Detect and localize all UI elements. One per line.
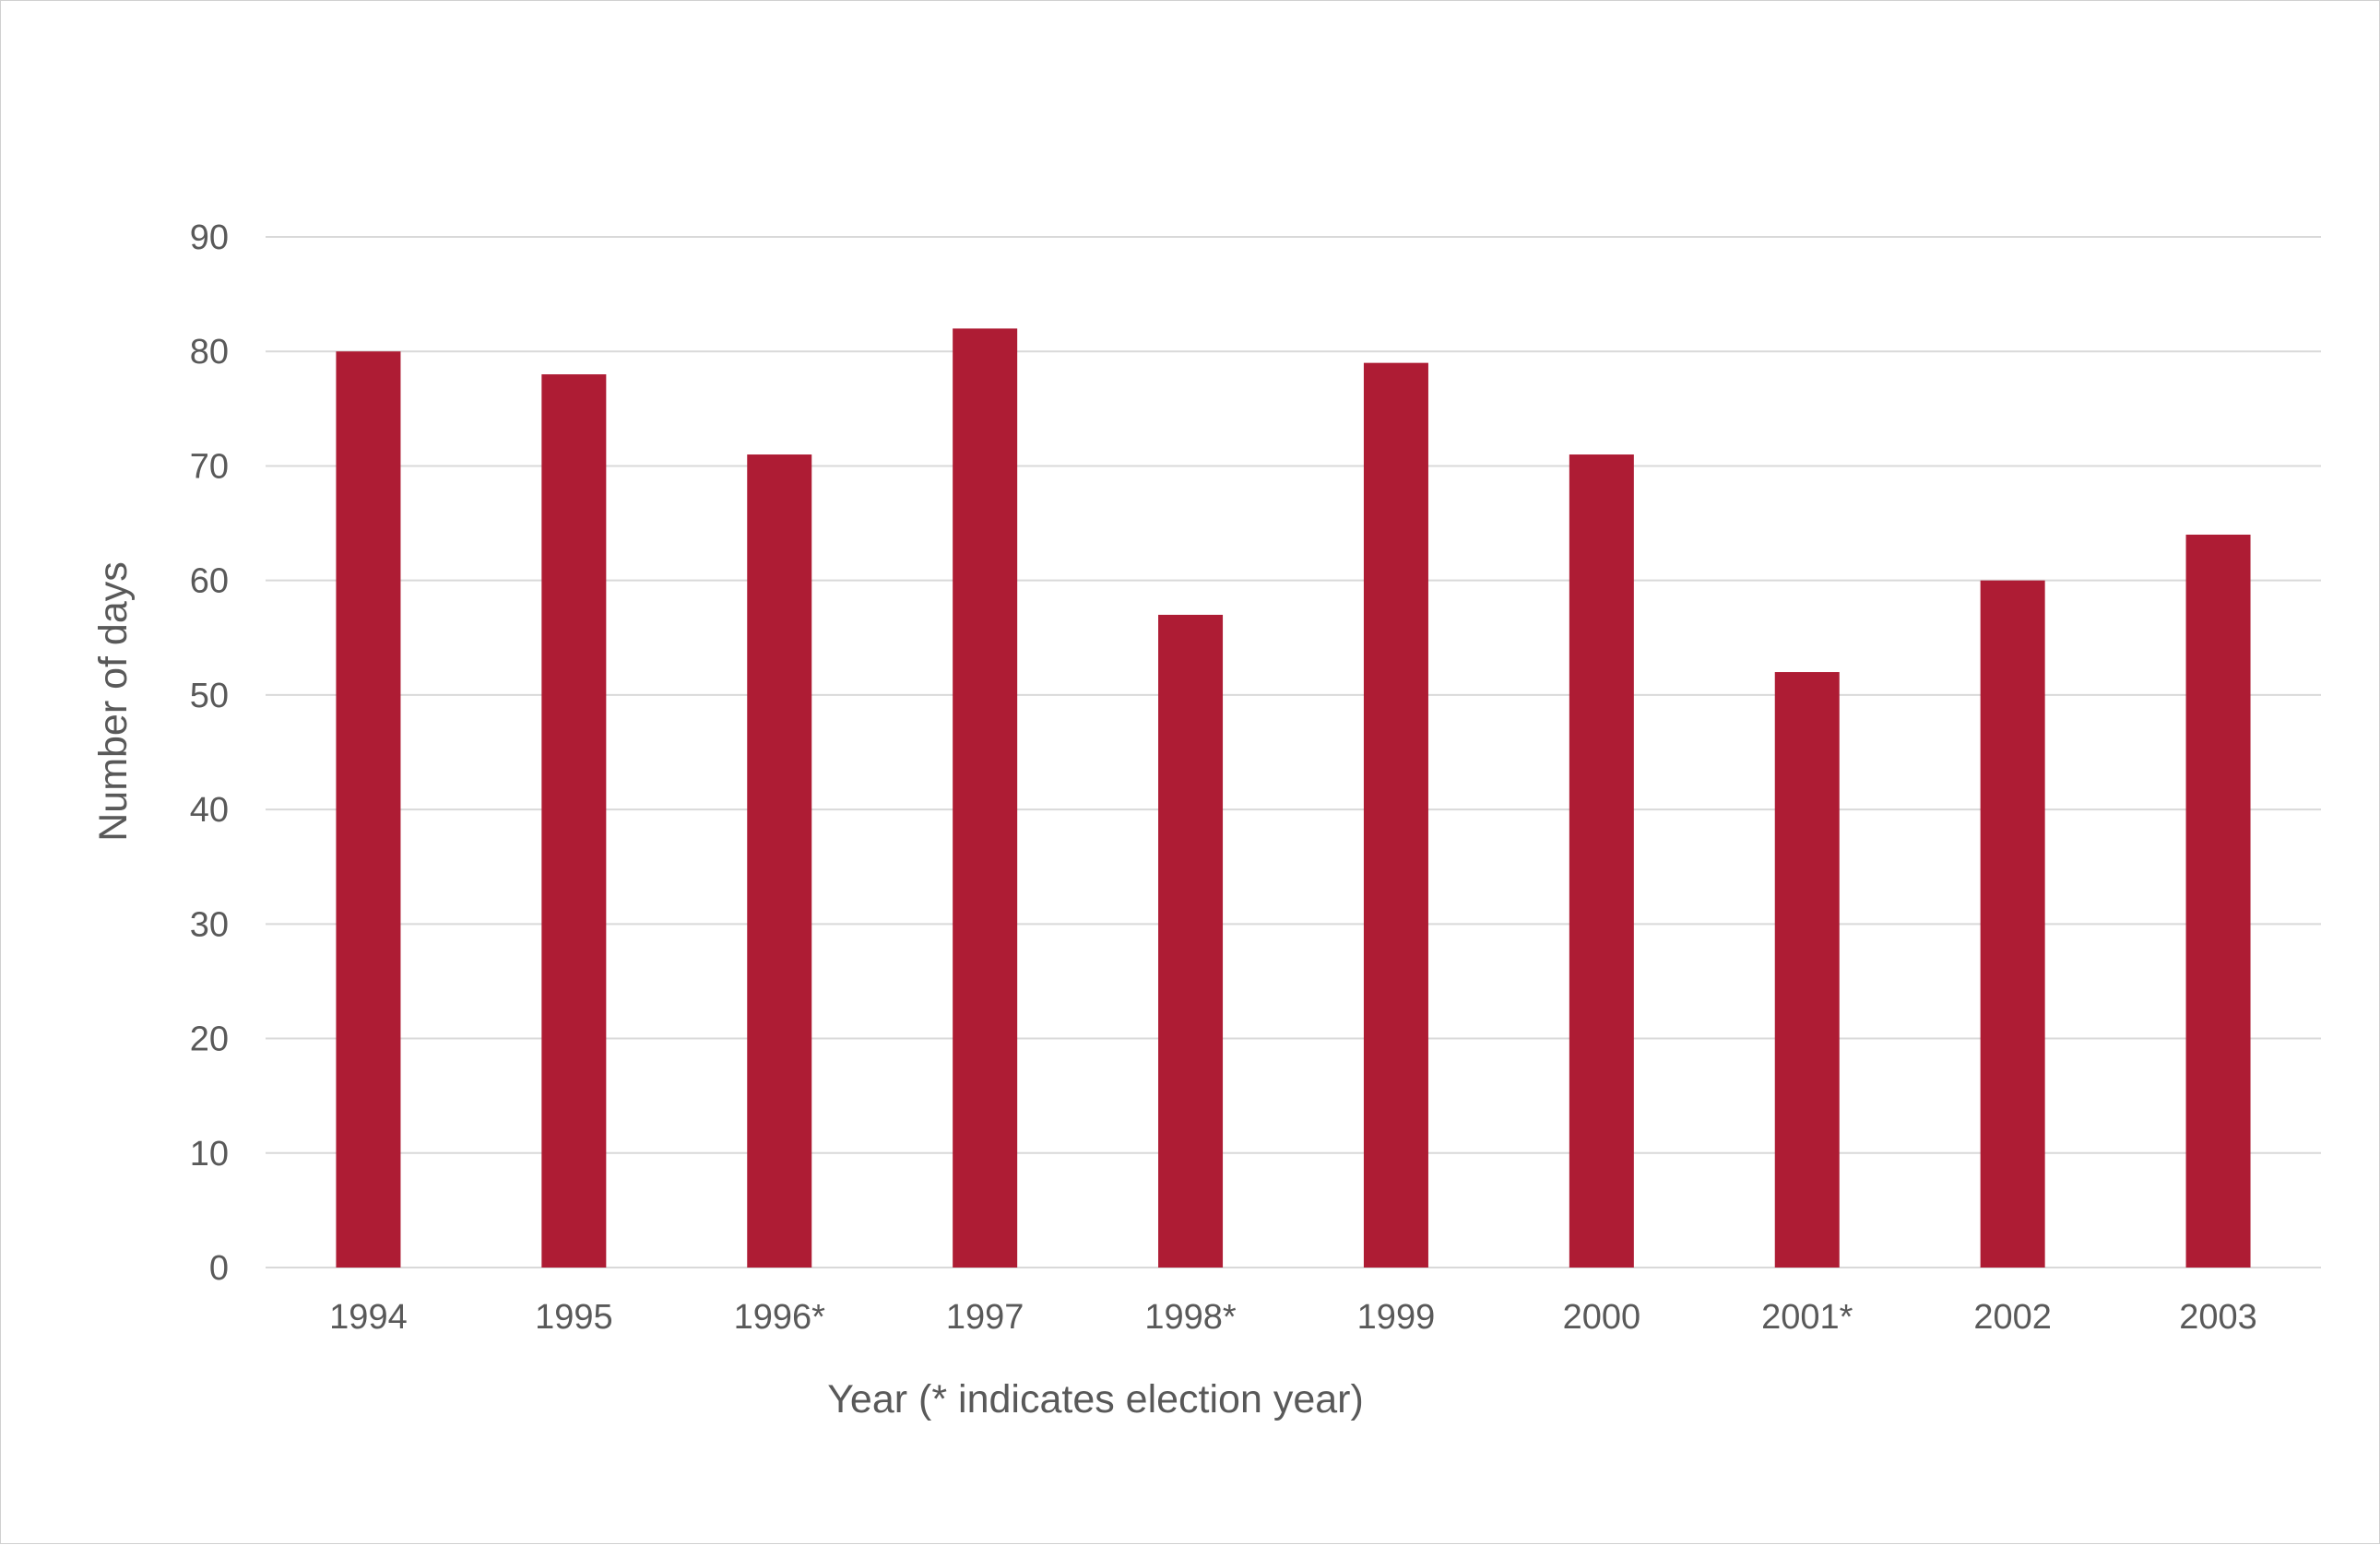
bar-1995	[541, 374, 607, 1268]
bar-1994	[336, 351, 401, 1268]
x-tick-label: 1996*	[734, 1298, 826, 1337]
y-tick-label: 40	[190, 791, 229, 830]
bar-1998-election	[1158, 614, 1224, 1268]
x-tick-label: 2000	[1563, 1298, 1641, 1337]
y-tick-label: 30	[190, 905, 229, 944]
x-tick-label: 1998*	[1144, 1298, 1237, 1337]
y-tick-label: 50	[190, 677, 229, 715]
y-tick-label: 0	[209, 1249, 229, 1288]
bar-1996-election	[747, 454, 812, 1268]
x-tick-label: 1994	[329, 1298, 408, 1337]
x-tick-label: 1995	[535, 1298, 613, 1337]
x-tick-label: 2002	[1973, 1298, 2052, 1337]
y-tick-label: 90	[190, 218, 229, 257]
bar-1999	[1363, 362, 1428, 1268]
y-tick-label: 70	[190, 447, 229, 486]
x-tick-label: 1999	[1357, 1298, 1436, 1337]
x-tick-label: 2001*	[1761, 1298, 1853, 1337]
bar-2000	[1569, 454, 1634, 1268]
x-axis-tick-labels: 1994 1995 1996* 1997 1998* 1999 2000 2001* 2002 2…	[329, 1298, 2257, 1337]
bar-2001-election	[1774, 672, 1840, 1268]
y-tick-label: 10	[190, 1135, 229, 1173]
bar-1997	[953, 328, 1018, 1268]
x-tick-label: 1997	[946, 1298, 1024, 1337]
gridlines	[266, 236, 2321, 1268]
x-axis-title: Year (* indicates election year)	[827, 1377, 1364, 1421]
bar-2002	[1980, 580, 2045, 1268]
y-axis-title: Number of days	[91, 561, 136, 842]
bar-2003	[2185, 534, 2251, 1268]
x-tick-label: 2003	[2179, 1298, 2257, 1337]
y-tick-label: 20	[190, 1020, 229, 1059]
bars	[336, 328, 2251, 1268]
y-tick-label: 60	[190, 562, 229, 601]
y-axis-tick-labels: 0 10 20 30 40 50 60 70 80 90	[190, 218, 229, 1288]
y-tick-label: 80	[190, 333, 229, 372]
